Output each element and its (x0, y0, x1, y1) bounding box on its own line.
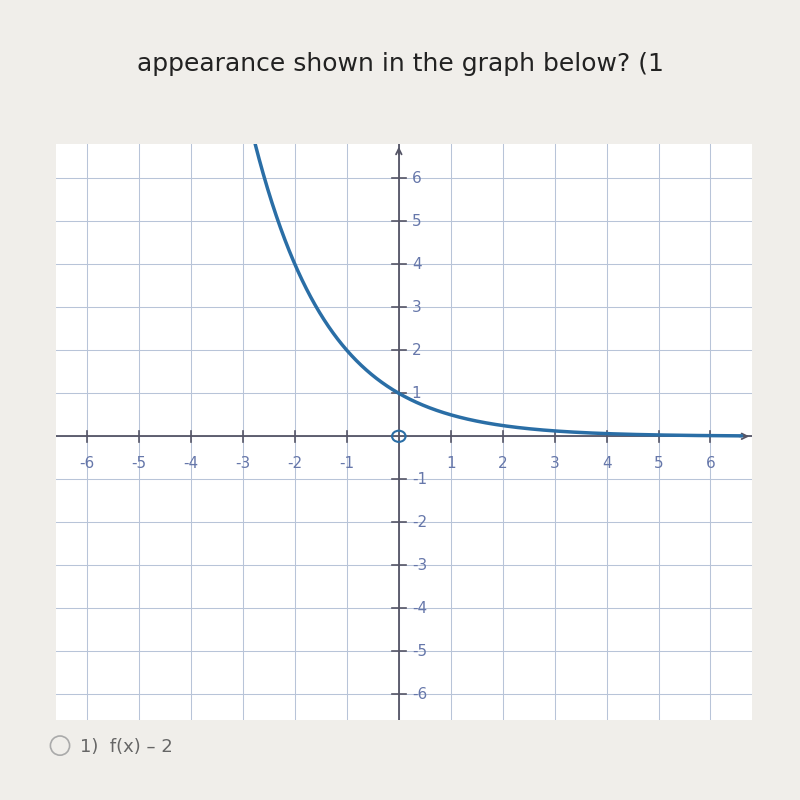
Text: 5: 5 (412, 214, 422, 229)
Text: appearance shown in the graph below? (1: appearance shown in the graph below? (1 (137, 52, 663, 76)
Text: 1)  f(x) – 2: 1) f(x) – 2 (80, 738, 173, 756)
Text: -2: -2 (412, 514, 427, 530)
Text: -1: -1 (412, 472, 427, 486)
Text: -6: -6 (79, 456, 94, 470)
Text: -6: -6 (412, 686, 427, 702)
Text: -3: -3 (235, 456, 250, 470)
Text: 3: 3 (550, 456, 559, 470)
Text: -1: -1 (339, 456, 354, 470)
Text: 3: 3 (412, 300, 422, 315)
Text: -5: -5 (412, 644, 427, 658)
Text: 5: 5 (654, 456, 663, 470)
Text: -4: -4 (183, 456, 198, 470)
Text: 1: 1 (412, 386, 422, 401)
Text: 2: 2 (498, 456, 507, 470)
Text: 4: 4 (602, 456, 611, 470)
Text: 1: 1 (446, 456, 455, 470)
Text: -2: -2 (287, 456, 302, 470)
Text: -5: -5 (131, 456, 146, 470)
Text: 6: 6 (706, 456, 715, 470)
Text: 6: 6 (412, 171, 422, 186)
Text: 4: 4 (412, 257, 422, 272)
Text: 2: 2 (412, 343, 422, 358)
Text: -3: -3 (412, 558, 427, 573)
Text: -4: -4 (412, 601, 427, 616)
